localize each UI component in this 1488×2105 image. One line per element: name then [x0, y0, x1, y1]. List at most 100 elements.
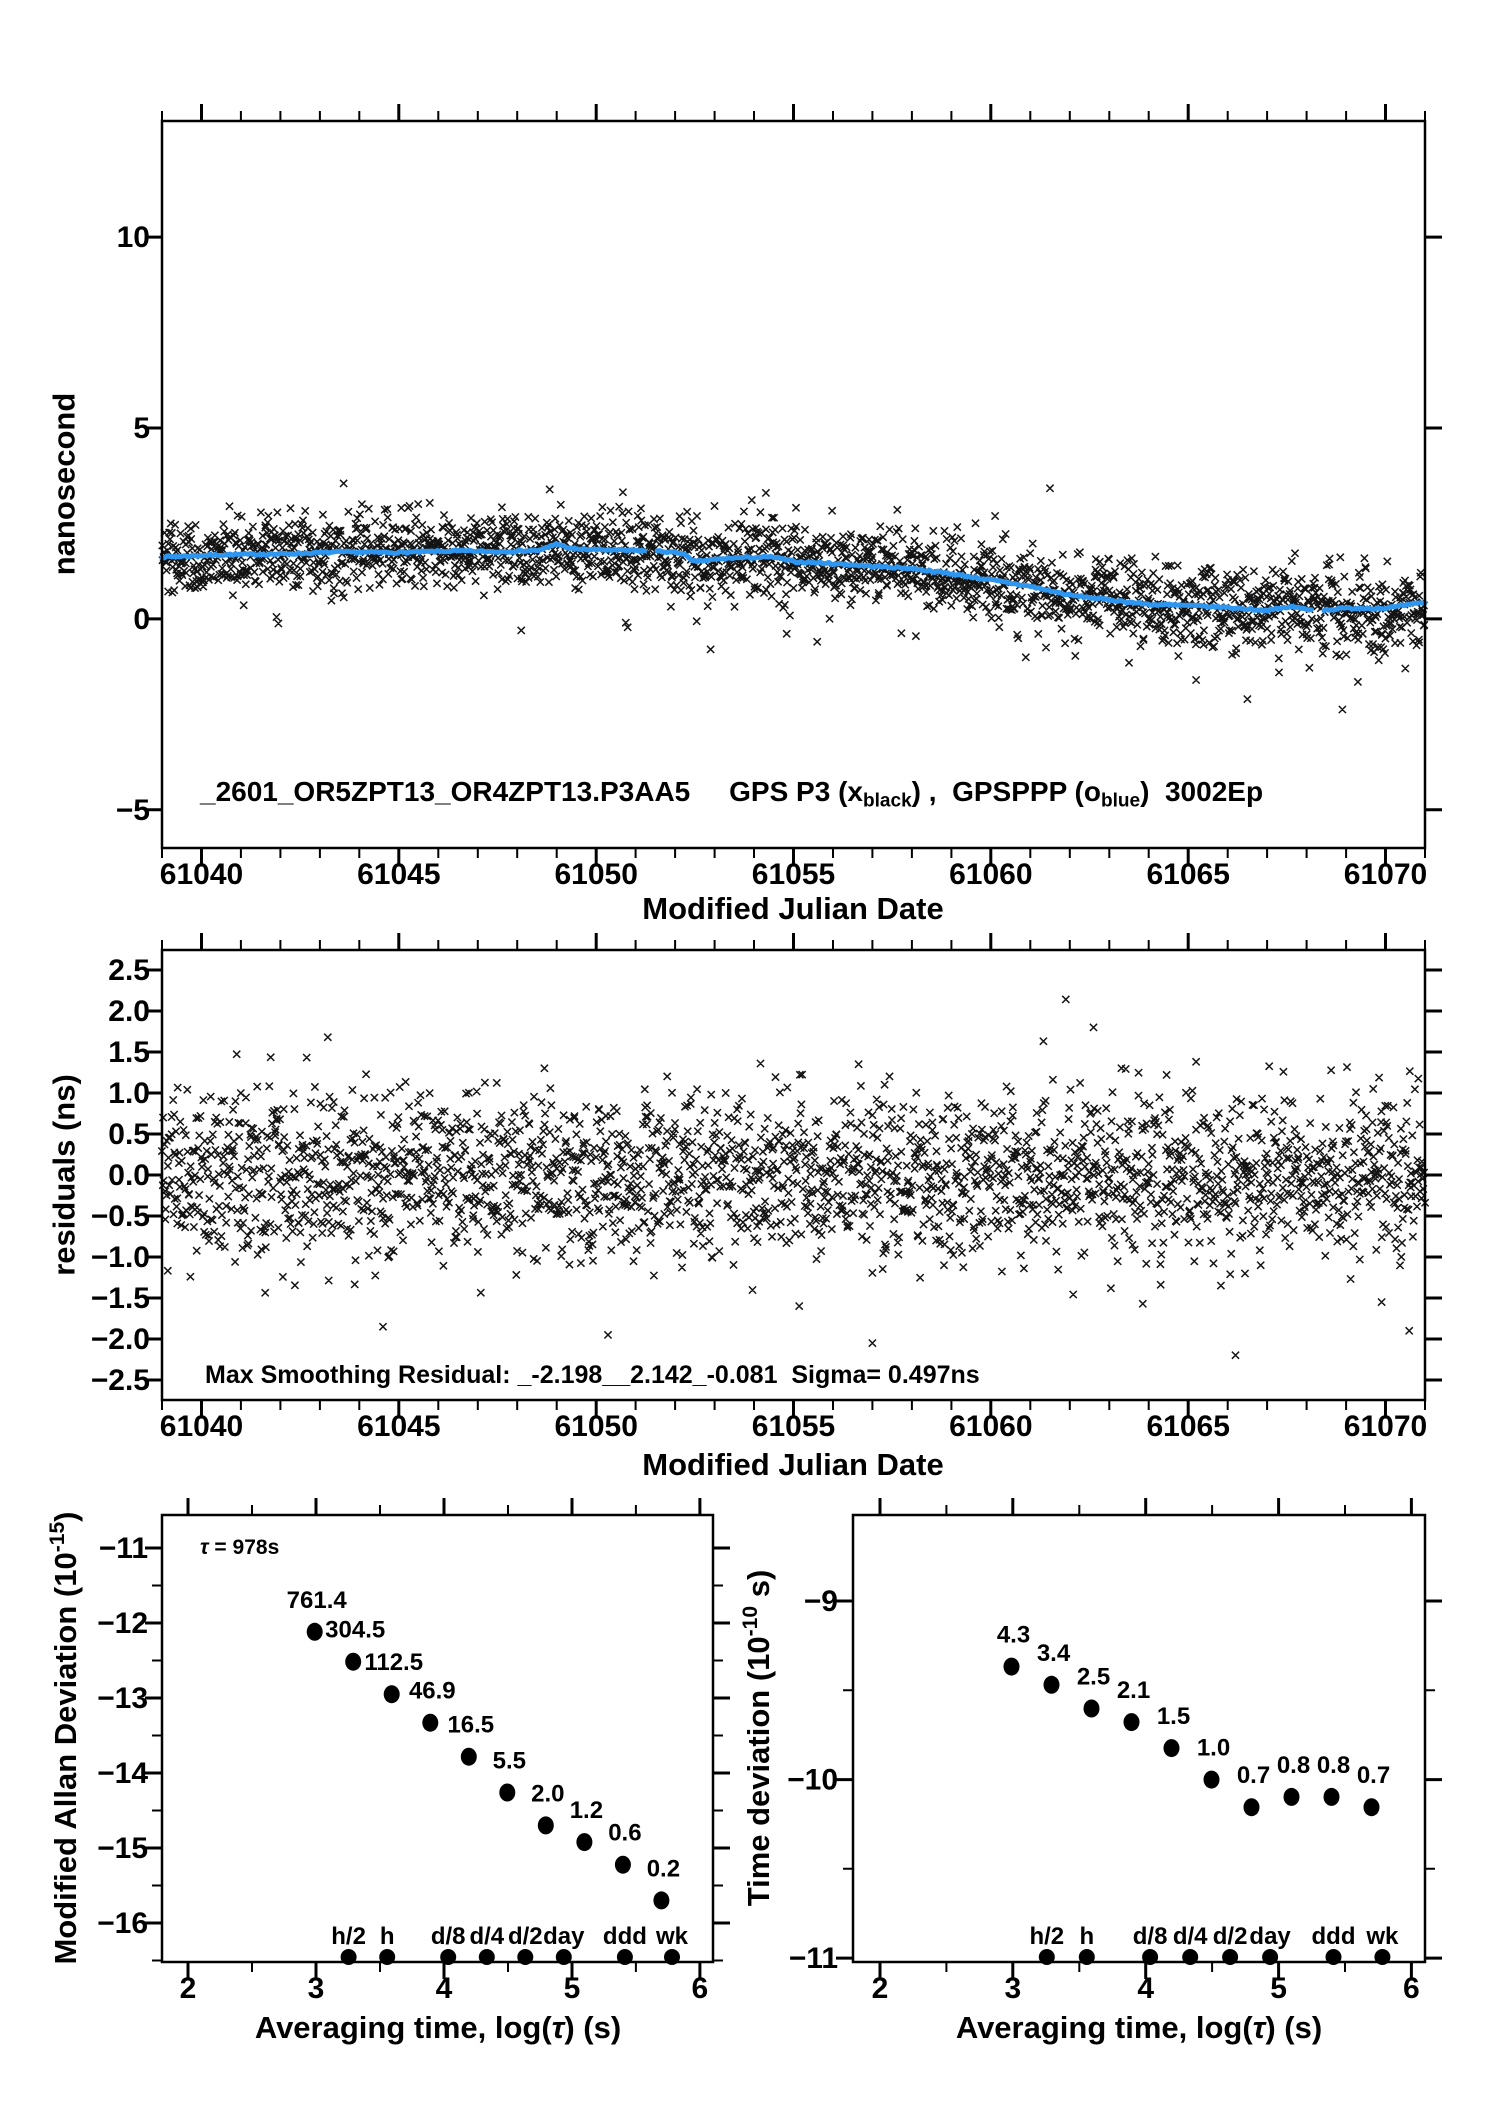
time-marker-row: h/2 h d/8 d/4 d/2 day ddd wk [331, 1923, 689, 1965]
time-marker-label: d/8 [1133, 1923, 1168, 1950]
time-marker-label: day [543, 1923, 585, 1950]
y-tick-label: 1.0 [108, 1077, 150, 1110]
point-value-label: 0.2 [647, 1855, 680, 1882]
time-marker-row: h/2 h d/8 d/4 d/2 day ddd wk [1029, 1923, 1399, 1965]
y-tick-label: −14 [97, 1757, 148, 1790]
x-tick-label: 61040 [160, 1410, 243, 1443]
label-segment: Averaging time, log( [254, 2010, 552, 2045]
deviation-points [306, 1622, 670, 1910]
label-segment: τ [200, 1536, 209, 1559]
y-tick-label: 1.5 [108, 1036, 150, 1069]
point-value-label: 0.6 [608, 1820, 641, 1847]
x-tick-label: 61070 [1344, 1410, 1427, 1443]
time-marker-label: d/2 [1213, 1923, 1248, 1950]
point-value-label: 16.5 [447, 1712, 494, 1739]
axis-frame-and-ticks [836, 1498, 1442, 1979]
data-point [653, 1891, 670, 1910]
x-tick-label: 61045 [357, 1410, 440, 1443]
axis-frame-and-ticks [145, 933, 1442, 1417]
point-value-label: 761.4 [287, 1587, 348, 1614]
time-marker-label: ddd [603, 1923, 647, 1950]
x-tick-labels: 2 3 4 5 6 [180, 1972, 709, 2005]
y-tick-label: −1.5 [91, 1282, 150, 1315]
data-point [460, 1747, 477, 1766]
data-point [1083, 1699, 1100, 1718]
x-tick-label: 61060 [949, 1410, 1032, 1443]
y-tick-label: −15 [97, 1832, 148, 1865]
time-marker-label: ddd [1312, 1923, 1356, 1950]
point-value-labels: 761.4 304.5 112.546.9 16.5 5.52.01.20.60.2 [287, 1587, 680, 1883]
x-tick-label: 4 [1137, 1972, 1154, 2005]
point-value-label: 4.3 [997, 1622, 1030, 1649]
time-marker-label: day [1249, 1923, 1291, 1950]
point-value-label: 0.8 [1317, 1752, 1350, 1779]
label-segment: Time deviation (10 [740, 1636, 776, 1907]
data-point [1123, 1713, 1140, 1732]
time-marker-label: d/2 [508, 1923, 543, 1950]
panel4-ylabel: Time deviation (10-10 s) [739, 1570, 776, 1907]
x-tick-label: 2 [180, 1972, 197, 2005]
axis-frame-and-ticks [145, 1498, 730, 1979]
data-point [345, 1652, 362, 1671]
label-segment: Averaging time, log( [955, 2010, 1253, 2045]
x-tick-label: 61055 [752, 1410, 835, 1443]
y-tick-labels: −2.5 −2.0 −1.5 −1.0 −0.5 0.0 0.5 1.0 1.5 2.0 2.5 [91, 954, 150, 1397]
data-point [1043, 1675, 1060, 1694]
x-tick-label: 4 [436, 1972, 453, 2005]
label-segment: -10 [739, 1605, 763, 1637]
label-segment: Modified Allan Deviation (10 [47, 1552, 83, 1965]
deviation-points [1003, 1657, 1380, 1817]
data-point [306, 1622, 323, 1641]
point-value-label: 0.7 [1237, 1762, 1270, 1789]
y-tick-label: −0.5 [91, 1200, 150, 1233]
y-tick-labels: −11 −10 −9 [787, 1585, 838, 1975]
x-tick-label: 5 [1270, 1972, 1287, 2005]
y-tick-labels: −5 0 5 10 [116, 221, 150, 827]
y-tick-label: 2.5 [108, 954, 150, 987]
y-tick-label: −16 [97, 1907, 148, 1940]
x-tick-label: 3 [308, 1972, 325, 2005]
y-tick-label: −9 [804, 1585, 838, 1618]
label-segment: -15 [46, 1521, 70, 1553]
y-tick-label: 2.0 [108, 995, 150, 1028]
x-tick-label: 6 [692, 1972, 709, 2005]
panel-modified_allan_deviation: 761.4 304.5 112.546.9 16.5 5.52.01.20.60.2 h/… [97, 1498, 730, 2005]
y-tick-label: −2.0 [91, 1323, 150, 1356]
y-tick-label: 0.0 [108, 1159, 150, 1192]
label-segment: ) , GPSPPP (o [911, 776, 1101, 807]
time-marker-label: h [1079, 1923, 1094, 1950]
time-marker-label: h [380, 1923, 395, 1950]
data-point [537, 1816, 554, 1835]
point-value-label: 3.4 [1037, 1640, 1071, 1667]
y-tick-label: −5 [116, 794, 150, 827]
data-point [1323, 1787, 1340, 1806]
x-tick-label: 3 [1004, 1972, 1021, 2005]
x-tick-label: 61050 [554, 1410, 637, 1443]
point-value-label: 2.1 [1117, 1677, 1150, 1704]
data-point [614, 1855, 631, 1874]
time-marker-label: h/2 [1029, 1923, 1064, 1950]
time-marker-label: wk [655, 1923, 689, 1950]
point-value-label: 112.5 [364, 1649, 423, 1676]
y-tick-label: −13 [97, 1682, 148, 1715]
time-marker-label: d/8 [431, 1923, 466, 1950]
point-value-label: 304.5 [325, 1617, 385, 1644]
label-segment: ) [47, 1511, 83, 1522]
panel2-ylabel: residuals (ns) [46, 1074, 82, 1276]
time-marker-label: d/4 [1173, 1923, 1208, 1950]
x-tick-label: 61050 [554, 858, 637, 891]
panel3-ylabel: Modified Allan Deviation (10-15) [46, 1511, 83, 1965]
x-tick-label: 61070 [1344, 858, 1427, 891]
y-tick-label: −10 [787, 1764, 838, 1797]
x-tick-label: 61055 [752, 858, 835, 891]
point-value-label: 1.5 [1157, 1703, 1190, 1730]
label-segment: blue [1100, 790, 1141, 812]
label-segment: ) (s) [564, 2010, 622, 2045]
y-tick-label: 5 [133, 412, 150, 445]
point-value-label: 46.9 [409, 1678, 456, 1705]
label-segment: τ [551, 2010, 565, 2045]
y-tick-label: −2.5 [91, 1364, 150, 1397]
panel-time_deviation: 4.3 3.42.5 2.1 1.5 1.0 0.7 0.8 0.8 0.7 h/2 h d/8 d/4… [787, 1498, 1442, 2005]
panel1-ylabel: nanosecond [46, 392, 82, 576]
